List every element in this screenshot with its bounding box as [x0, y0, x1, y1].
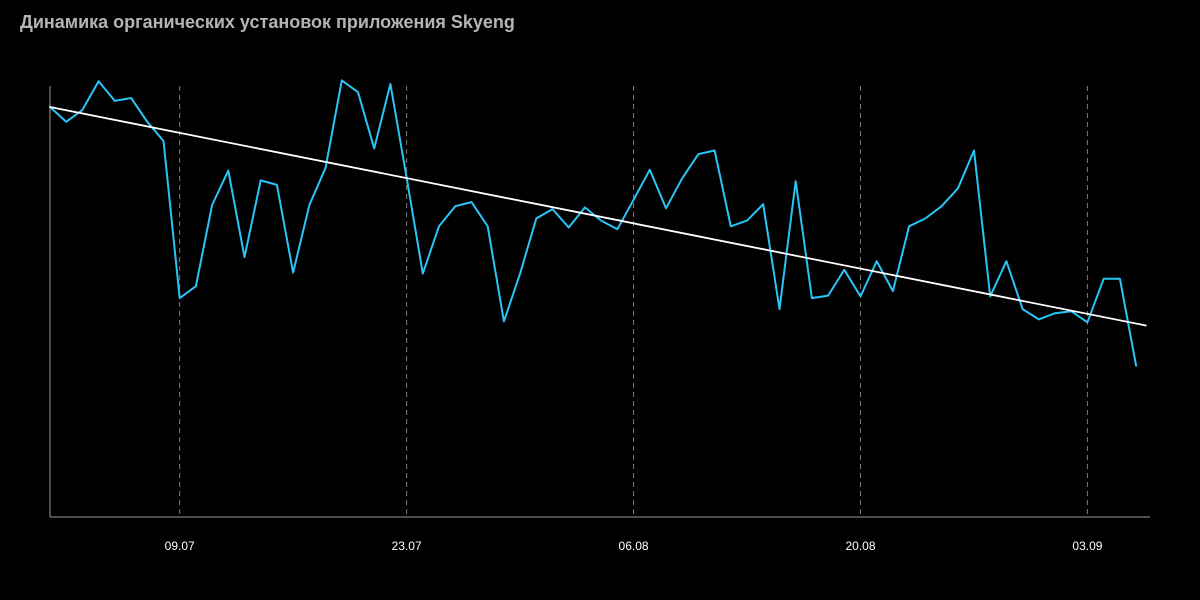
x-tick-label-1: 23.07 — [392, 539, 422, 553]
series-line-installs — [49, 79, 1138, 367]
grid-layer — [179, 86, 1088, 517]
x-tick-label-3: 20.08 — [845, 539, 875, 553]
series-layer — [49, 79, 1147, 367]
axes-layer — [49, 86, 1150, 518]
series-line-trend — [49, 106, 1147, 327]
chart-title: Динамика органических установок приложен… — [20, 12, 515, 32]
x-tick-label-2: 06.08 — [619, 539, 649, 553]
x-tick-label-0: 09.07 — [165, 539, 195, 553]
x-tick-label-4: 03.09 — [1072, 539, 1102, 553]
ticks-layer: 09.07 23.07 06.08 20.08 03.09 — [165, 539, 1103, 553]
